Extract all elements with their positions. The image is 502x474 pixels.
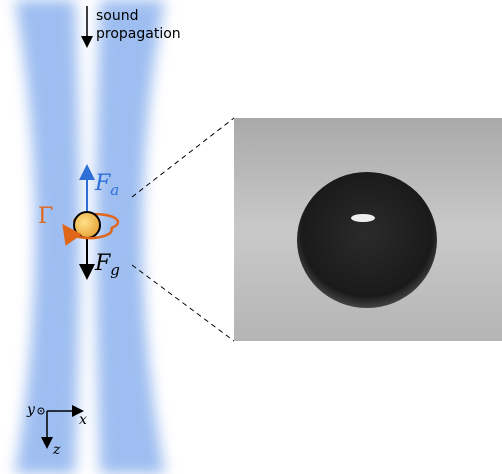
- zoom-line: [131, 117, 235, 198]
- x-axis-label: x: [79, 412, 87, 428]
- gravity-subscript: g: [110, 261, 120, 279]
- particle: [73, 211, 101, 239]
- sound-label: sound: [96, 8, 139, 24]
- propagation-label: propagation: [96, 26, 181, 42]
- zoom-line: [131, 264, 235, 342]
- torque-label: Γ: [38, 204, 53, 229]
- lift-label: Fa: [94, 171, 119, 199]
- axes: x y z: [26, 402, 87, 458]
- torque-arrow: [62, 223, 113, 246]
- photo: [234, 118, 502, 341]
- acoustic-beam: [15, 0, 165, 474]
- gravity-label: Fg: [94, 251, 120, 279]
- lift-symbol: F: [94, 171, 111, 196]
- gravity-symbol: F: [94, 251, 111, 276]
- z-axis-label: z: [52, 442, 61, 458]
- y-axis-label: y: [26, 402, 36, 418]
- lift-subscript: a: [110, 181, 119, 199]
